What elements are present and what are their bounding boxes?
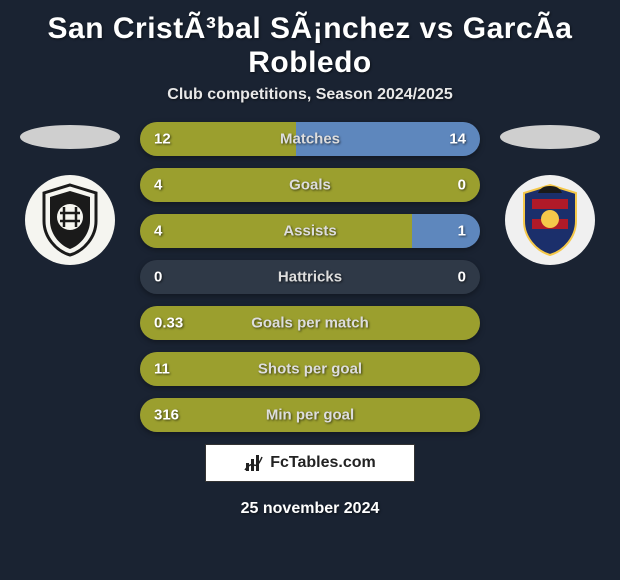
- stat-row: 00Hattricks: [140, 260, 480, 294]
- stat-category-label: Goals: [140, 177, 480, 194]
- stat-row: 316Min per goal: [140, 398, 480, 432]
- stat-category-label: Goals per match: [140, 315, 480, 332]
- stat-row: 11Shots per goal: [140, 352, 480, 386]
- chart-bars-icon: [244, 453, 264, 473]
- season-subtitle: Club competitions, Season 2024/2025: [0, 86, 620, 104]
- stat-row: 0.33Goals per match: [140, 306, 480, 340]
- stat-category-label: Shots per goal: [140, 361, 480, 378]
- stat-category-label: Min per goal: [140, 407, 480, 424]
- stat-row: 41Assists: [140, 214, 480, 248]
- left-club-crest: [25, 175, 115, 265]
- stat-row: 40Goals: [140, 168, 480, 202]
- stat-category-label: Assists: [140, 223, 480, 240]
- stats-bar-chart: 1214Matches 40Goals 41Assists 00Hattricks 0.…: [140, 122, 480, 432]
- stat-row: 1214Matches: [140, 122, 480, 156]
- shield-icon: [518, 183, 582, 257]
- right-club-crest: [505, 175, 595, 265]
- right-player-ellipse: [500, 125, 600, 149]
- stat-category-label: Hattricks: [140, 269, 480, 286]
- left-player-ellipse: [20, 125, 120, 149]
- snapshot-date: 25 november 2024: [0, 500, 620, 518]
- branding-text: FcTables.com: [270, 454, 376, 472]
- page-title: San CristÃ³bal SÃ¡nchez vs GarcÃ­a Roble…: [0, 0, 620, 86]
- branding-box: FcTables.com: [205, 444, 415, 482]
- shield-icon: [38, 183, 102, 257]
- stat-category-label: Matches: [140, 131, 480, 148]
